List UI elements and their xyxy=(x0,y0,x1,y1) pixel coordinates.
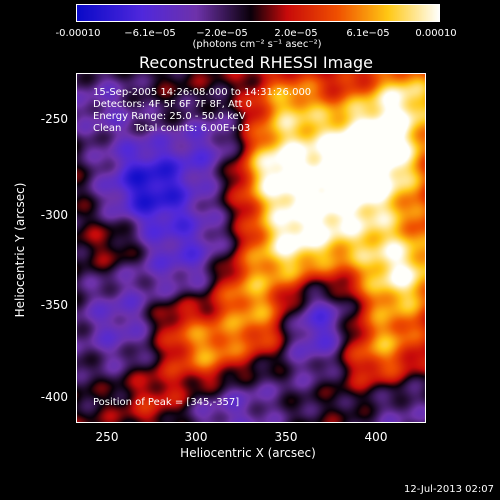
rhessi-image xyxy=(77,74,425,422)
x-axis-label: Heliocentric X (arcsec) xyxy=(180,446,316,460)
y-tick-label: -250 xyxy=(40,112,68,126)
colorbar-tick: 0.00010 xyxy=(415,28,457,39)
y-axis-label: Heliocentric Y (arcsec) xyxy=(13,182,27,318)
plot-title: Reconstructed RHESSI Image xyxy=(139,53,373,72)
date-stamp: 12-Jul-2013 02:07 xyxy=(403,484,494,495)
y-tick-label: -350 xyxy=(40,298,68,312)
x-tick-label: 400 xyxy=(364,430,388,444)
colorbar-units: (photons cm⁻² s⁻¹ asec⁻²) xyxy=(192,39,322,50)
colorbar-tick: −2.0e−05 xyxy=(196,28,248,39)
energy-range-label: Energy Range: 25.0 - 50.0 keV xyxy=(93,111,246,122)
colorbar-tick: −6.1e−05 xyxy=(124,28,176,39)
clean-counts-label: Clean Total counts: 6.00E+03 xyxy=(93,123,251,134)
x-tick-label: 300 xyxy=(184,430,208,444)
peak-position-label: Position of Peak = [345,-357] xyxy=(93,397,240,408)
time-range-label: 15-Sep-2005 14:26:08.000 to 14:31:26.000 xyxy=(93,87,312,98)
colorbar xyxy=(76,4,440,22)
x-tick-label: 350 xyxy=(274,430,298,444)
y-tick-label: -400 xyxy=(40,390,68,404)
y-tick-label: -300 xyxy=(40,208,68,222)
colorbar-tick: -0.00010 xyxy=(55,28,101,39)
detectors-label: Detectors: 4F 5F 6F 7F 8F, Att 0 xyxy=(93,99,253,110)
colorbar-tick: 2.0e−05 xyxy=(274,28,318,39)
colorbar-tick: 6.1e−05 xyxy=(346,28,390,39)
plot-frame xyxy=(76,73,426,423)
x-tick-label: 250 xyxy=(95,430,119,444)
